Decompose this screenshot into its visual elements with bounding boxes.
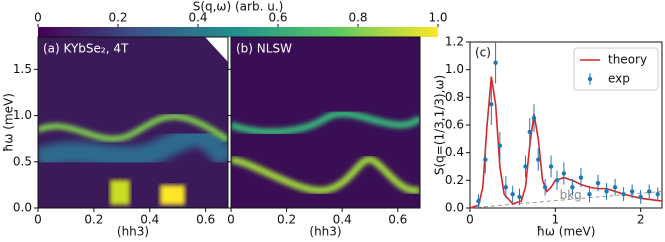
y-tick-label: 1.0 bbox=[445, 62, 464, 76]
data-point bbox=[604, 189, 609, 194]
x-label: (hh3) bbox=[309, 225, 341, 239]
tick-label: 0.6 bbox=[268, 11, 287, 25]
panel-label: (a) KYbSe₂, 4T bbox=[43, 42, 129, 56]
colorbar bbox=[38, 27, 438, 37]
x-tick-label: 2 bbox=[637, 213, 645, 227]
legend-label: exp bbox=[608, 72, 630, 86]
data-point bbox=[489, 102, 494, 107]
x-label: ħω (meV) bbox=[537, 225, 596, 239]
data-point bbox=[647, 189, 652, 194]
data-point bbox=[621, 191, 626, 197]
data-point bbox=[548, 164, 554, 169]
data-point bbox=[503, 185, 509, 190]
tick-label: 0.8 bbox=[348, 11, 367, 25]
x-tick-label: 0.6 bbox=[388, 213, 407, 227]
legend-swatch bbox=[587, 76, 593, 82]
data-point bbox=[493, 60, 498, 65]
data-point bbox=[578, 175, 584, 180]
x-tick-label: 0.6 bbox=[196, 213, 215, 227]
data-point bbox=[497, 143, 503, 148]
colorbar-label: S(q,ω) (arb. u.) bbox=[193, 0, 284, 14]
x-tick-label: 0 bbox=[34, 213, 42, 227]
y-tick-label: 1.0 bbox=[13, 108, 32, 122]
tick-label: 0.2 bbox=[108, 11, 127, 25]
data-point bbox=[595, 180, 601, 186]
y-tick-label: 0.0 bbox=[445, 201, 464, 215]
x-tick-label: 0.4 bbox=[333, 213, 352, 227]
data-point bbox=[655, 191, 660, 197]
data-point bbox=[612, 185, 618, 190]
tick-label: 1.0 bbox=[428, 11, 447, 25]
y-tick-label: 0.4 bbox=[445, 145, 464, 159]
data-point bbox=[517, 194, 522, 200]
y-label: S(q=(1/3,1/3),ω) bbox=[433, 75, 447, 175]
data-point bbox=[561, 171, 567, 176]
y-label: ħω (meV) bbox=[2, 93, 16, 152]
y-tick-label: 0.2 bbox=[445, 173, 464, 187]
data-point bbox=[483, 157, 488, 162]
panel-label: (c) bbox=[475, 46, 491, 60]
data-point bbox=[536, 157, 541, 162]
y-tick-label: 0.6 bbox=[445, 118, 464, 132]
panel-label: (b) NLSW bbox=[236, 42, 292, 56]
x-tick-label: 1 bbox=[552, 213, 560, 227]
frame bbox=[230, 36, 421, 209]
tick-label: 0 bbox=[34, 11, 42, 25]
data-point bbox=[531, 115, 537, 121]
tick-label: 0.4 bbox=[188, 11, 207, 25]
heatmap-b bbox=[231, 37, 420, 208]
y-tick-label: 1.2 bbox=[445, 35, 464, 49]
data-point bbox=[542, 185, 548, 190]
data-point bbox=[476, 198, 481, 204]
y-tick-label: 0.8 bbox=[445, 90, 464, 104]
x-tick-label: 0.2 bbox=[277, 213, 296, 227]
heatmap-a bbox=[38, 37, 228, 208]
x-tick-label: 0.2 bbox=[84, 213, 103, 227]
data-point bbox=[629, 189, 635, 194]
data-point bbox=[570, 185, 575, 190]
data-point bbox=[523, 164, 528, 169]
x-label: (hh3) bbox=[117, 225, 149, 239]
data-point bbox=[510, 191, 515, 197]
x-tick-label: 0 bbox=[227, 213, 235, 227]
annotation: bkg bbox=[560, 188, 582, 202]
y-tick-label: 0.0 bbox=[13, 201, 32, 215]
legend bbox=[573, 47, 659, 91]
data-point bbox=[554, 178, 560, 183]
y-tick-label: 0.5 bbox=[13, 154, 32, 168]
x-tick-label: 0.4 bbox=[140, 213, 159, 227]
legend-label: theory bbox=[608, 53, 647, 67]
data-point bbox=[587, 191, 592, 197]
y-tick-label: 1.5 bbox=[13, 62, 32, 76]
x-tick-label: 0 bbox=[466, 213, 474, 227]
frame bbox=[37, 36, 229, 209]
data-point bbox=[527, 129, 532, 135]
data-point bbox=[638, 194, 643, 200]
